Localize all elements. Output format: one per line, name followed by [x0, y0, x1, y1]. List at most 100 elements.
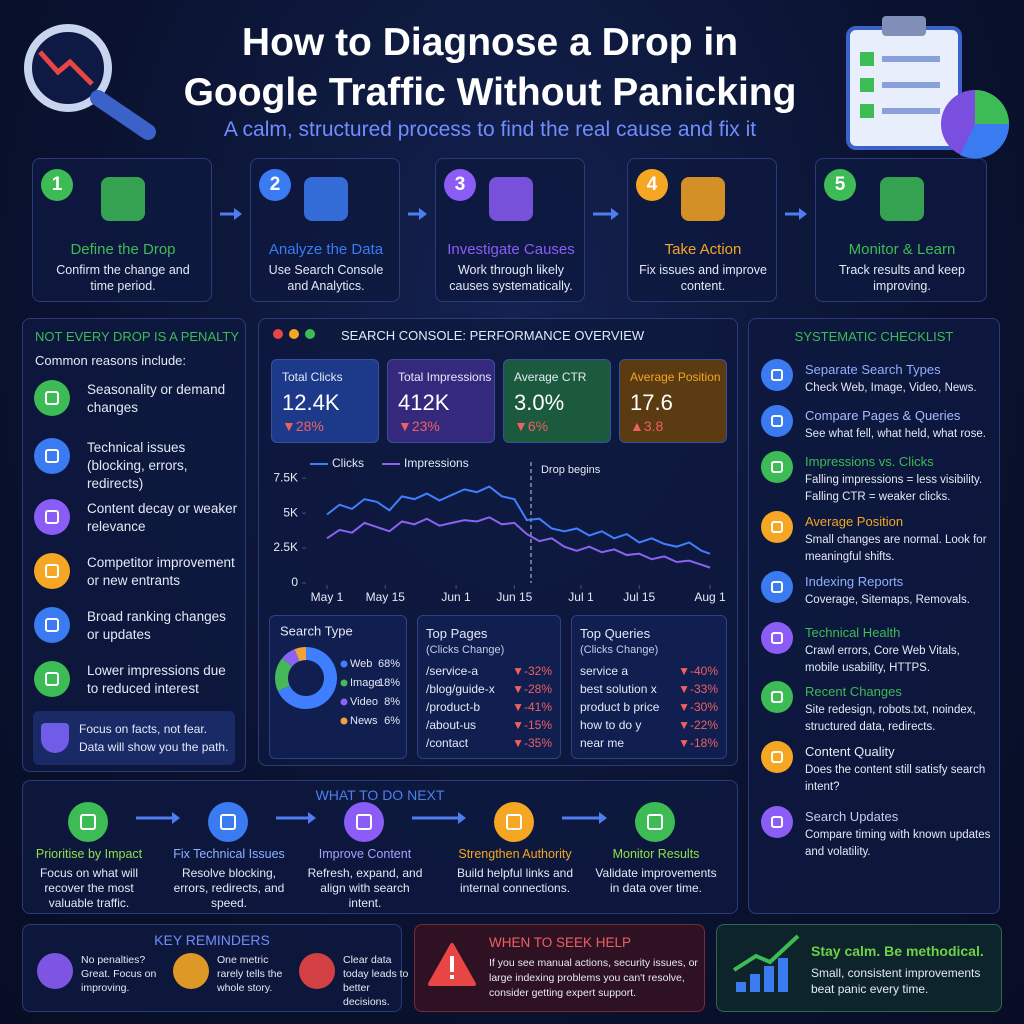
icon [761, 511, 793, 543]
x-tick-label: Jul 15 [623, 590, 655, 604]
row-change: ▼-32% [512, 664, 552, 678]
kpi-value: 12.4K [282, 390, 340, 415]
legend-label: News [350, 715, 378, 727]
row-name: product b price [580, 700, 660, 714]
table-box: Top Pages (Clicks Change) /service-a ▼-32% /… [417, 615, 561, 759]
line-series [326, 516, 711, 569]
clipboard-icon [846, 16, 1010, 159]
step-card: 5 Monitor & Learn Track results and keep i… [815, 158, 987, 302]
panel-title: WHAT TO DO NEXT [315, 787, 445, 803]
donut-slice [277, 647, 337, 710]
check-title: Compare Pages & Queries [805, 408, 961, 423]
icon [34, 607, 70, 643]
row-name: service a [580, 664, 629, 678]
kpi-card: Total Clicks 12.4K ▼28% [271, 359, 379, 443]
line-series [326, 485, 711, 555]
step-number: 2 [259, 169, 291, 201]
step-number: 1 [41, 169, 73, 201]
step-card: 3 Investigate Causes Work through likely c… [435, 158, 585, 302]
row-name: /product-b [426, 700, 481, 714]
title-line: How to Diagnose a Drop in [241, 21, 739, 64]
reminder-text: One metric rarely tells the whole story. [217, 954, 283, 994]
row-change: ▼-30% [678, 700, 718, 714]
row-name: how to do y [580, 718, 642, 732]
kpi-value: 17.6 [630, 390, 673, 415]
step-card: 1 Define the Drop Confirm the change and t… [32, 158, 212, 302]
legend-dot [340, 660, 348, 668]
step-title: Take Action [664, 241, 742, 258]
closing-title: Stay calm. Be methodical. [811, 943, 984, 959]
legend-dot [340, 717, 348, 725]
legend-label: Web [350, 658, 372, 670]
arrow-head [308, 812, 316, 824]
kpi-label: Average CTR [514, 370, 587, 384]
row-change: ▼-35% [512, 736, 552, 750]
step-icon [101, 177, 145, 221]
check-title: Average Position [805, 514, 904, 529]
step-icon [489, 177, 533, 221]
step-title: Monitor & Learn [848, 241, 956, 258]
panel-title: SYSTEMATIC CHECKLIST [794, 329, 954, 344]
icon [761, 451, 793, 483]
note-box: Focus on facts, not fear. Data will show… [33, 711, 235, 765]
reason-text: Technical issues (blocking, errors, redi… [87, 440, 188, 491]
icon [635, 802, 675, 842]
panel-intro: Common reasons include: [35, 353, 187, 368]
check-title: Recent Changes [805, 684, 902, 699]
step-text: Use Search Console and Analytics. [268, 263, 384, 293]
reminder-icon [173, 953, 209, 989]
bar-icon [764, 966, 774, 992]
x-tick-label: Jun 15 [496, 590, 532, 604]
reminders-panel: KEY REMINDERS No penalties? Great. Focus … [22, 924, 408, 1012]
step-number: 3 [444, 169, 476, 201]
x-tick-label: Jun 1 [441, 590, 471, 604]
kpi-card: Average CTR 3.0% ▼6% [503, 359, 611, 443]
step-title: Investigate Causes [447, 241, 575, 258]
x-tick-label: May 15 [366, 590, 406, 604]
row-name: near me [580, 736, 625, 750]
kpi-card: Total Impressions 412K ▼23% [387, 359, 495, 443]
check-title: Technical Health [805, 625, 901, 640]
window-dot [289, 329, 299, 339]
check-title: Content Quality [805, 744, 895, 759]
row-change: ▼-33% [678, 682, 718, 696]
step-title: Define the Drop [70, 241, 176, 258]
step-icon [681, 177, 725, 221]
x-tick-label: Jul 1 [568, 590, 594, 604]
donut-slice [274, 658, 293, 692]
icon [68, 802, 108, 842]
row-name: /service-a [426, 664, 479, 678]
arrow-head [172, 812, 180, 824]
icon [761, 405, 793, 437]
step-icon [304, 177, 348, 221]
legend-label: Image [350, 677, 381, 689]
donut-slice [294, 647, 306, 662]
action-text: Build helpful links and internal connect… [456, 866, 574, 895]
step-text: Fix issues and improve content. [639, 263, 767, 293]
check-text: Does the content still satisfy search in… [805, 764, 986, 793]
table-title: Top Queries [580, 626, 651, 641]
window-dot [305, 329, 315, 339]
icon [34, 380, 70, 416]
chart-title: Search Type [280, 623, 353, 638]
icon [761, 681, 793, 713]
reason-text: Lower impressions due to reduced interes… [87, 663, 226, 696]
panel-title: NOT EVERY DROP IS A PENALTY [35, 329, 239, 344]
row-name: /blog/guide-x [426, 682, 495, 696]
value-label: 6% [384, 715, 400, 727]
icon [208, 802, 248, 842]
table-subtitle: (Clicks Change) [426, 644, 505, 656]
help-title: WHEN TO SEEK HELP [489, 935, 632, 950]
title: How to Diagnose a Drop in Google Traffic… [140, 18, 840, 118]
step-text: Track results and keep improving. [839, 263, 965, 293]
action-text: Refresh, expand, and align with search i… [307, 866, 423, 910]
icon [761, 806, 793, 838]
warning-dot [450, 975, 454, 979]
action-title: Strengthen Authority [458, 847, 572, 861]
check-text: Check Web, Image, Video, News. [805, 382, 977, 394]
reminder-text: Clear data today leads to better decisio… [343, 954, 409, 1008]
subtitle: A calm, structured process to find the r… [223, 118, 757, 141]
table-subtitle: (Clicks Change) [580, 644, 659, 656]
